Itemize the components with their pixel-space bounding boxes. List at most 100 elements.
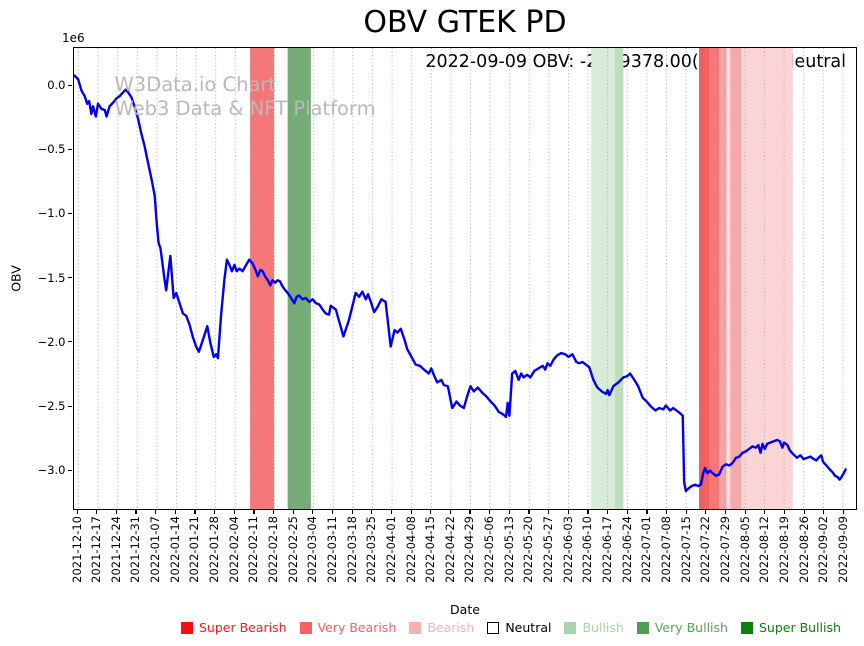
x-tick-label: 2022-06-17 — [600, 516, 615, 583]
x-tick-mark — [724, 510, 727, 514]
x-tick-label: 2022-04-15 — [423, 516, 438, 583]
x-tick-mark — [214, 510, 216, 514]
x-tick-mark — [135, 510, 137, 514]
legend-label: Neutral — [505, 620, 552, 635]
y-tick-label: −0.5 — [37, 142, 66, 157]
x-tick-label: 2022-05-06 — [482, 516, 497, 583]
legend-swatch-icon — [564, 622, 577, 634]
x-tick-mark — [155, 510, 157, 514]
x-tick-mark — [233, 510, 235, 514]
x-tick-mark — [292, 510, 294, 514]
x-tick-mark — [842, 510, 845, 514]
legend: Super Bearish Very Bearish Bearish Neutral B… — [181, 620, 841, 636]
y-tick-mark — [67, 469, 72, 471]
x-tick-mark — [253, 510, 255, 514]
y-tick-label: −2.0 — [37, 334, 66, 349]
x-tick-label: 2022-02-11 — [246, 516, 261, 583]
y-tick-mark — [67, 277, 72, 279]
x-tick-label: 2022-05-27 — [541, 516, 556, 583]
legend-item-super-bullish: Super Bullish — [740, 620, 841, 636]
legend-label: Bullish — [582, 620, 624, 635]
x-tick-mark — [685, 510, 687, 514]
legend-label: Super Bearish — [199, 620, 287, 635]
legend-label: Super Bullish — [758, 620, 841, 635]
x-tick-label: 2022-04-01 — [383, 516, 398, 583]
signal-band-bullish — [614, 48, 623, 509]
x-tick-mark — [312, 510, 314, 514]
x-tick-label: 2022-01-07 — [148, 516, 163, 583]
x-tick-label: 2022-08-19 — [776, 516, 791, 583]
x-tick-mark — [744, 510, 746, 514]
plot-area: W3Data.io Chart Web3 Data & NFT Platform — [72, 47, 857, 510]
x-tick-mark — [665, 510, 668, 514]
x-tick-label: 2022-08-12 — [757, 516, 772, 583]
x-tick-mark — [371, 510, 373, 514]
legend-item-very-bearish: Very Bearish — [299, 620, 397, 636]
x-tick-label: 2022-04-29 — [462, 516, 477, 583]
x-tick-mark — [351, 510, 353, 514]
signal-band-bearish — [740, 48, 793, 509]
legend-item-neutral: Neutral — [487, 620, 551, 636]
obv-series-line — [73, 74, 847, 493]
signal-band-bearish — [718, 48, 726, 509]
x-tick-label: 2022-08-05 — [737, 516, 752, 583]
legend-item-very-bullish: Very Bullish — [636, 620, 728, 636]
x-tick-mark — [607, 510, 609, 514]
y-tick-label: −2.5 — [37, 399, 66, 413]
x-tick-label: 2022-03-11 — [324, 516, 339, 583]
legend-label: Bearish — [427, 620, 475, 635]
legend-item-super-bearish: Super Bearish — [181, 620, 287, 636]
chart-title: OBV GTEK PD — [363, 5, 567, 40]
x-tick-mark — [567, 510, 569, 514]
x-tick-label: 2022-01-21 — [187, 516, 202, 583]
watermark-line2: Web3 Data & NFT Platform — [114, 97, 376, 120]
x-tick-mark — [96, 510, 98, 514]
legend-swatch-icon — [299, 622, 312, 634]
x-tick-mark — [469, 510, 471, 514]
x-tick-label: 2022-05-13 — [501, 516, 516, 583]
y-axis-offset-label: 1e6 — [62, 31, 85, 45]
x-tick-label: 2022-01-28 — [207, 516, 222, 583]
x-tick-label: 2022-07-22 — [698, 516, 713, 583]
x-tick-label: 2022-07-15 — [678, 516, 693, 583]
x-tick-label: 2022-02-25 — [285, 516, 300, 583]
watermark: W3Data.io Chart Web3 Data & NFT Platform — [115, 73, 376, 121]
x-tick-mark — [430, 510, 432, 514]
x-tick-label: 2022-02-18 — [265, 516, 280, 583]
x-tick-mark — [174, 510, 176, 514]
x-tick-mark — [626, 510, 628, 514]
x-tick-label: 2022-08-26 — [796, 516, 811, 583]
x-tick-label: 2022-09-02 — [816, 516, 831, 583]
y-tick-mark — [67, 405, 72, 407]
x-tick-label: 2021-12-31 — [128, 516, 143, 583]
x-tick-mark — [646, 510, 648, 514]
y-tick-label: 0.0 — [47, 78, 66, 92]
y-tick-mark — [67, 212, 72, 215]
x-tick-mark — [272, 510, 275, 514]
legend-swatch-icon — [487, 622, 500, 634]
signal-band-bullish — [590, 48, 615, 509]
legend-item-bullish: Bullish — [564, 620, 624, 636]
legend-swatch-icon — [740, 622, 753, 634]
x-tick-mark — [76, 510, 78, 514]
x-tick-mark — [823, 510, 825, 514]
x-tick-label: 2022-01-14 — [167, 516, 182, 583]
y-tick-mark — [67, 341, 72, 343]
x-tick-label: 2022-06-10 — [580, 516, 595, 583]
signal-band-bearish — [729, 48, 741, 509]
x-tick-mark — [803, 510, 805, 514]
x-tick-mark — [783, 510, 786, 514]
x-tick-label: 2022-03-04 — [305, 516, 320, 583]
x-tick-mark — [331, 510, 334, 514]
legend-label: Very Bearish — [317, 620, 397, 635]
x-tick-label: 2021-12-17 — [89, 516, 104, 583]
x-tick-label: 2022-09-09 — [835, 516, 850, 583]
x-tick-mark — [528, 510, 530, 514]
x-tick-mark — [115, 510, 117, 514]
signal-band-very-bearish — [708, 48, 719, 509]
y-tick-label: −3.0 — [37, 463, 66, 478]
signal-band-very-bearish — [698, 48, 709, 509]
x-tick-label: 2022-04-08 — [403, 516, 418, 583]
x-tick-label: 2022-02-04 — [226, 516, 241, 583]
x-tick-mark — [489, 510, 491, 514]
